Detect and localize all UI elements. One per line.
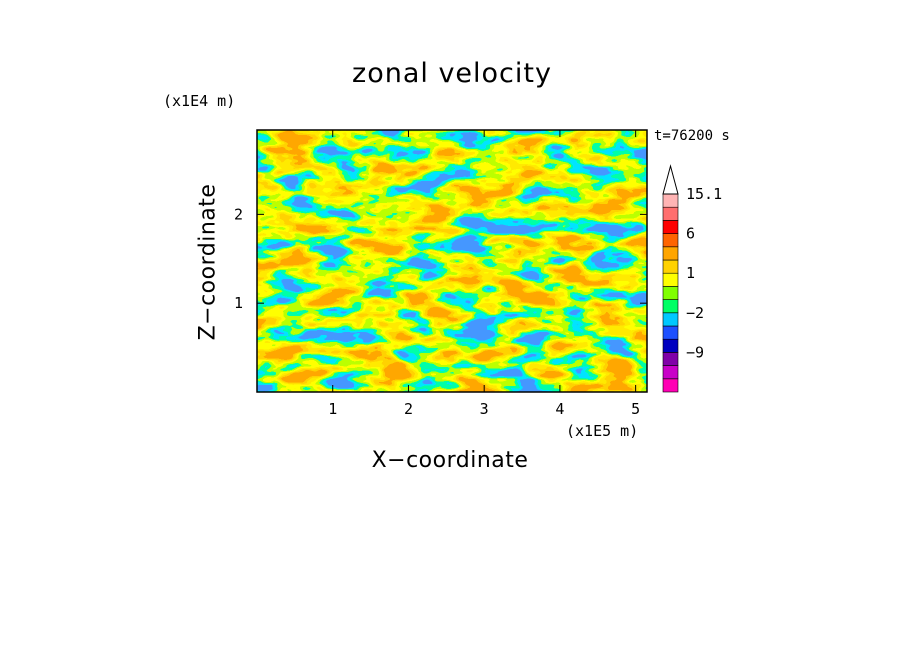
colorbar-tick-label: 6 <box>686 225 695 243</box>
y-tick-label: 1 <box>234 294 243 312</box>
x-tick-label: 4 <box>555 400 564 418</box>
colorbar-box <box>662 220 679 234</box>
colorbar-box <box>662 365 679 380</box>
colorbar-box <box>662 259 679 274</box>
colorbar-box <box>662 233 679 248</box>
y-axis-unit: (x1E4 m) <box>163 92 236 110</box>
y-tick-label: 2 <box>234 205 243 223</box>
chart-title: zonal velocity <box>352 58 552 89</box>
x-tick-label: 3 <box>480 400 489 418</box>
colorbar-box <box>662 246 679 261</box>
y-axis: 12 <box>234 205 647 312</box>
colorbar-tick-label: 15.1 <box>686 185 722 203</box>
colorbar-box <box>662 286 679 300</box>
colorbar-box <box>662 206 679 221</box>
colorbar-tick-label: 1 <box>686 264 695 282</box>
x-tick-label: 5 <box>631 400 640 418</box>
contour-field <box>257 130 647 392</box>
colorbar-box <box>662 312 679 327</box>
time-label: t=76200 s <box>654 128 730 144</box>
colorbar-box <box>662 299 679 314</box>
x-axis: 1 2 3 4 5 <box>328 130 640 418</box>
x-tick-label: 2 <box>404 400 413 418</box>
x-axis-label: X−coordinate <box>371 448 529 473</box>
colorbar-tick-label: −2 <box>686 304 704 322</box>
colorbar-tick-label: −9 <box>686 343 704 361</box>
colorbar-box <box>662 352 679 366</box>
x-tick-label: 1 <box>328 400 337 418</box>
x-axis-unit: (x1E5 m) <box>566 422 639 440</box>
colorbar-box <box>662 193 679 208</box>
plot-frame <box>256 129 648 393</box>
colorbar-box <box>662 325 679 340</box>
colorbar-box <box>662 378 679 393</box>
colorbar: 15.1 6 1 −2 −9 <box>662 164 722 393</box>
colorbar-extend-triangle <box>662 164 679 195</box>
colorbar-box <box>662 272 679 287</box>
colorbar-box <box>662 338 679 353</box>
